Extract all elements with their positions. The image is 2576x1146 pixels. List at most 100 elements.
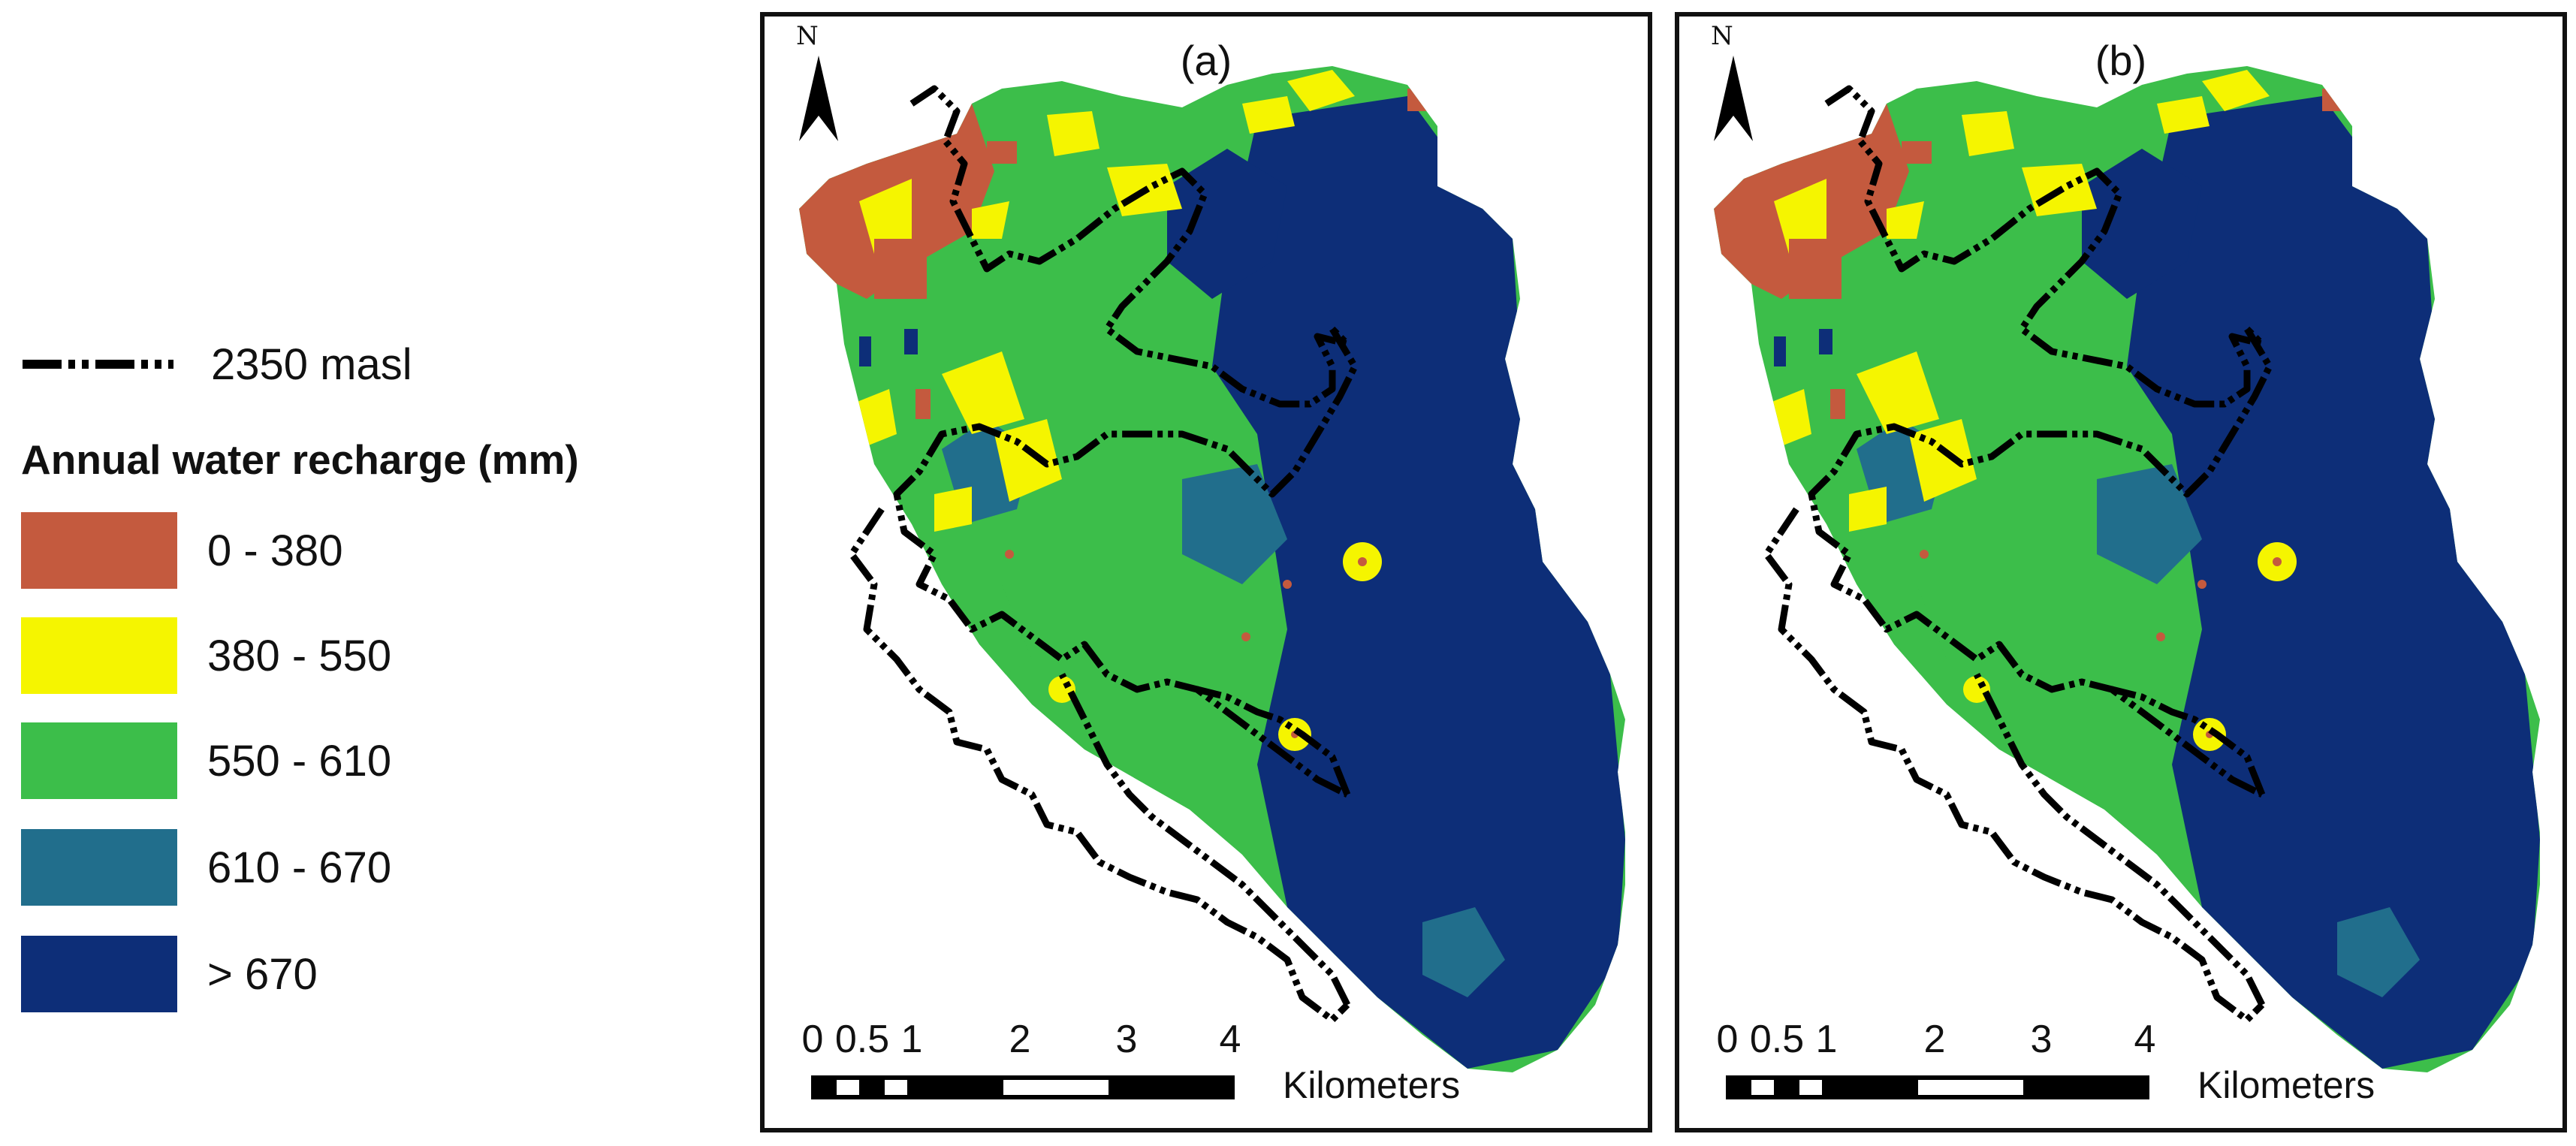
contour-line-sample (23, 360, 173, 369)
recharge-zone (1819, 329, 1832, 354)
scale-bar-segment (1918, 1080, 2023, 1095)
recharge-zone (1358, 557, 1367, 566)
recharge-zone (1241, 632, 1250, 641)
scale-unit-label: Kilometers (1283, 1064, 1461, 1106)
contour-label: 2350 masl (211, 339, 412, 389)
recharge-zone (1182, 464, 1287, 584)
watershed-group (1714, 66, 2540, 1072)
scale-tick-label: 4 (2134, 1018, 2156, 1061)
legend-class-label: 550 - 610 (207, 736, 392, 786)
recharge-zone (1774, 336, 1786, 366)
contour-2350-line (1196, 686, 1351, 796)
legend-swatch (21, 936, 177, 1012)
scale-bar (811, 1075, 1235, 1099)
contour-legend-row: 2350 masl (21, 338, 412, 391)
contour-2350-line (909, 85, 1351, 408)
recharge-zone (859, 179, 912, 254)
legend-class-4: > 670 (21, 936, 318, 1012)
scale-bar-segment (837, 1080, 859, 1095)
recharge-zone (1857, 351, 1939, 434)
recharge-zone (859, 336, 871, 366)
scale-unit-label: Kilometers (2197, 1064, 2375, 1106)
map-panel-b: N (b) 0 0.5 1 2 3 4 Kilometers (1675, 12, 2567, 1132)
contour-2350-line (2110, 686, 2266, 796)
recharge-zone (1422, 907, 1505, 997)
legend-swatch (21, 829, 177, 906)
legend-class-label: 610 - 670 (207, 843, 392, 892)
scale-bar-segment (1799, 1080, 1822, 1095)
recharge-zone (2337, 907, 2420, 997)
recharge-zone (2202, 70, 2270, 111)
watershed-group (799, 66, 1625, 1072)
recharge-zone (2097, 464, 2202, 584)
recharge-zone (2156, 632, 2165, 641)
contour-2350-line (1058, 672, 1351, 1007)
recharge-zone (904, 329, 918, 354)
legend-title: Annual water recharge (mm) (21, 436, 579, 483)
recharge-zone (2273, 557, 2282, 566)
contour-2350-line (1808, 327, 2273, 798)
scale-tick-labels: 0 0.5 1 2 3 4 (1679, 1017, 2562, 1069)
recharge-zone (2322, 89, 2352, 111)
contour-2350-line (1824, 85, 2266, 408)
recharge-map-b (1714, 56, 2540, 1099)
recharge-zone (2197, 580, 2206, 589)
recharge-zone (1909, 419, 1977, 502)
recharge-zone (1920, 550, 1929, 559)
recharge-zone (1830, 389, 1845, 419)
contour-2350-line (1973, 672, 2266, 1007)
recharge-zone (2082, 149, 2202, 299)
recharge-zone (972, 201, 1009, 239)
legend-class-2: 550 - 610 (21, 722, 391, 799)
scale-tick-label: 4 (1219, 1018, 1241, 1061)
north-arrow-icon (1714, 56, 1753, 141)
recharge-zone (2157, 96, 2210, 134)
scale-tick-label: 1 (900, 1018, 923, 1061)
scale-bar (1726, 1075, 2149, 1099)
recharge-zone (1887, 201, 1924, 239)
scale-tick-label: 0 (801, 1018, 824, 1061)
legend-class-0: 0 - 380 (21, 512, 343, 589)
scale-tick-label: 3 (1115, 1018, 1138, 1061)
legend-swatch (21, 512, 177, 589)
recharge-zone (1287, 70, 1355, 111)
recharge-zone (934, 487, 972, 532)
north-label: N (796, 21, 819, 51)
scale-tick-label: 2 (1009, 1018, 1031, 1061)
recharge-zone (1849, 487, 1887, 532)
scale-tick-label: 0.5 (834, 1018, 890, 1061)
legend-class-label: > 670 (207, 949, 318, 999)
recharge-zone (1005, 550, 1014, 559)
recharge-map-a (799, 56, 1625, 1099)
scale-bar-segment (885, 1080, 907, 1095)
scale-tick-label: 0.5 (1749, 1018, 1805, 1061)
recharge-zone (1774, 179, 1826, 254)
map-legend: 2350 masl Annual water recharge (mm) 0 -… (0, 0, 744, 1146)
contour-2350-line (848, 507, 1350, 1024)
recharge-zone (942, 351, 1024, 434)
recharge-zone (1962, 111, 2014, 156)
north-label: N (1711, 21, 1733, 51)
recharge-zone (1047, 111, 1099, 156)
recharge-zone (987, 141, 1017, 164)
contour-2350-line (893, 327, 1359, 798)
legend-swatch (21, 722, 177, 799)
map-panel-a: N (a) 0 0.5 1 2 3 4 Kilometers (760, 12, 1652, 1132)
legend-class-1: 380 - 550 (21, 617, 391, 694)
recharge-zone (1283, 580, 1292, 589)
legend-swatch (21, 617, 177, 694)
recharge-zone (1050, 805, 1059, 814)
recharge-zone (1902, 141, 1932, 164)
north-arrow-icon (799, 56, 838, 141)
recharge-zone (1407, 89, 1437, 111)
scale-tick-label: 0 (1716, 1018, 1739, 1061)
recharge-zone (1965, 805, 1974, 814)
recharge-zone (994, 419, 1062, 502)
scale-tick-labels: 0 0.5 1 2 3 4 (765, 1017, 1648, 1069)
scale-bar-segment (1003, 1080, 1109, 1095)
scale-tick-label: 2 (1923, 1018, 1946, 1061)
recharge-zone (1242, 96, 1295, 134)
recharge-zone (1789, 239, 1842, 299)
legend-class-label: 380 - 550 (207, 631, 392, 680)
scale-tick-label: 1 (1815, 1018, 1838, 1061)
